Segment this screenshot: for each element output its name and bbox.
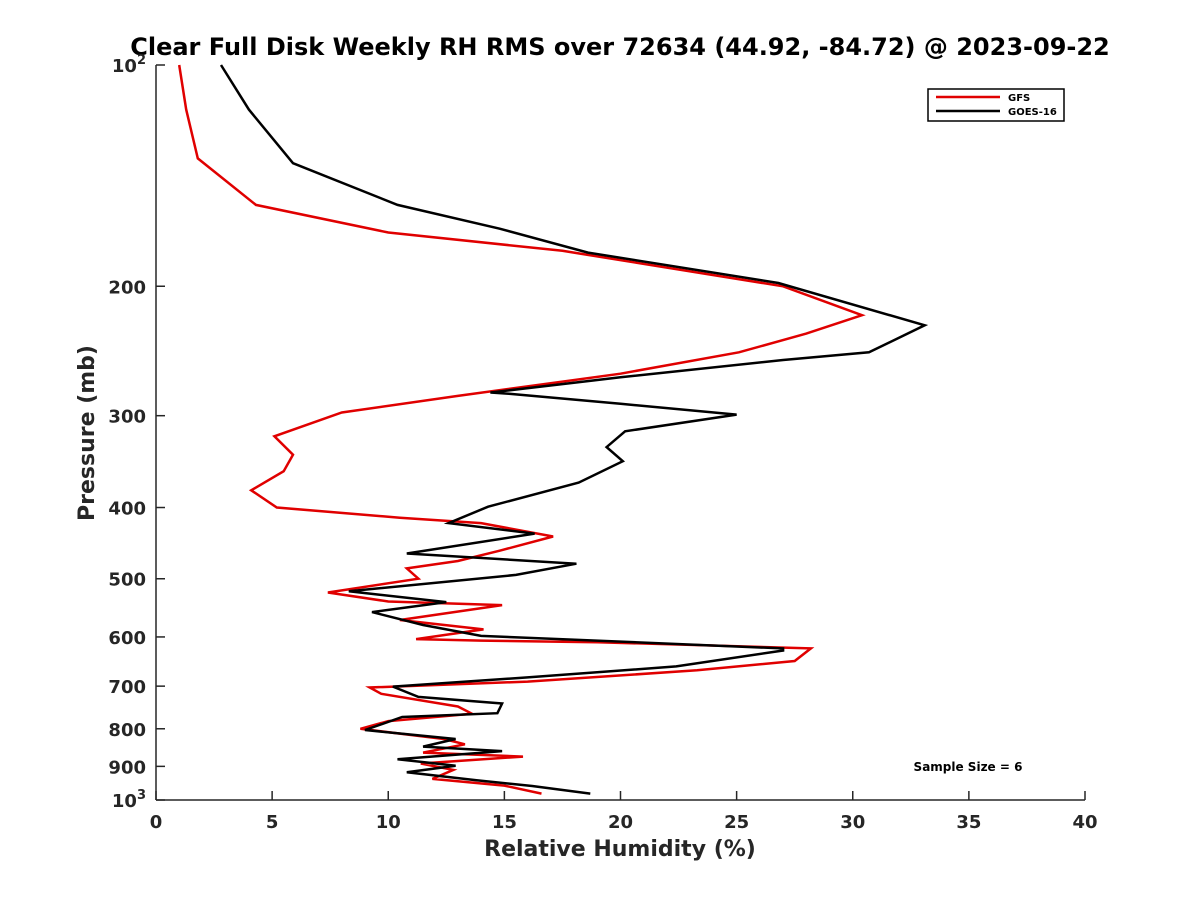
y-tick-label: 200 [108, 277, 146, 298]
y-tick-label-base: 10 [112, 791, 137, 812]
y-tick-label-base: 900 [108, 757, 146, 778]
sample-size-annotation: Sample Size = 6 [914, 760, 1023, 774]
x-tick-label: 25 [724, 812, 749, 833]
y-tick-label-base: 500 [108, 570, 146, 591]
y-tick-label-exponent: 3 [137, 788, 146, 803]
x-tick-label: 20 [608, 812, 633, 833]
y-tick-label-base: 200 [108, 277, 146, 298]
y-tick-label: 600 [108, 628, 146, 649]
y-tick-label: 700 [108, 677, 146, 698]
chart-title: Clear Full Disk Weekly RH RMS over 72634… [130, 33, 1110, 61]
y-axis-label: Pressure (mb) [75, 345, 100, 521]
y-tick-label: 800 [108, 720, 146, 741]
y-tick-label-base: 600 [108, 628, 146, 649]
x-tick-label: 40 [1072, 812, 1097, 833]
x-tick-label: 10 [376, 812, 401, 833]
x-tick-label: 5 [266, 812, 279, 833]
series-line-goes16 [219, 64, 929, 795]
y-tick-label-base: 800 [108, 720, 146, 741]
legend: GFS GOES-16 [927, 88, 1065, 122]
x-axis-ticks: 0 5 10 15 20 25 30 35 40 [150, 791, 1098, 833]
y-tick-label: 400 [108, 499, 146, 520]
y-tick-label: 500 [108, 570, 146, 591]
y-tick-label-exponent: 2 [137, 53, 146, 68]
series-line-gfs [177, 64, 866, 795]
y-tick-label: 300 [108, 407, 146, 428]
y-tick-label-base: 700 [108, 677, 146, 698]
y-tick-label: 103 [112, 788, 146, 812]
legend-box [927, 88, 1065, 122]
legend-label-gfs: GFS [1008, 93, 1030, 104]
x-axis-label: Relative Humidity (%) [484, 837, 756, 862]
x-tick-label: 35 [956, 812, 981, 833]
y-tick-label-base: 10 [112, 56, 137, 77]
y-tick-label-base: 400 [108, 499, 146, 520]
x-tick-label: 15 [492, 812, 517, 833]
x-tick-label: 0 [150, 812, 163, 833]
y-tick-label-base: 300 [108, 407, 146, 428]
plot-lines [177, 64, 929, 795]
legend-label-goes16: GOES-16 [1008, 107, 1057, 118]
x-tick-label: 30 [840, 812, 865, 833]
y-tick-label: 102 [112, 53, 146, 77]
y-tick-label: 900 [108, 757, 146, 778]
